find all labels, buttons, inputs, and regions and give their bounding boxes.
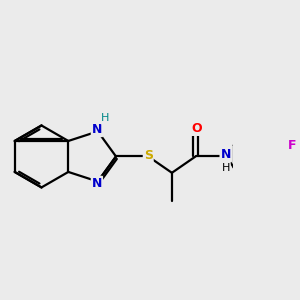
Text: N: N (92, 123, 102, 136)
Text: S: S (144, 149, 153, 162)
Text: N: N (220, 148, 231, 161)
Text: H: H (221, 163, 230, 172)
Text: N: N (92, 177, 102, 190)
Text: H: H (101, 113, 110, 124)
Text: O: O (191, 122, 202, 135)
Text: F: F (288, 139, 297, 152)
